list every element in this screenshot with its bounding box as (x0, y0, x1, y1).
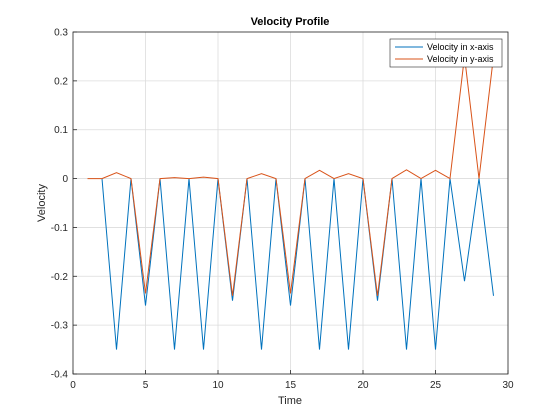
y-tick-label: -0.4 (51, 370, 69, 381)
x-tick-label: 0 (70, 380, 76, 391)
x-tick-label: 25 (430, 380, 442, 391)
y-tick-label: 0.2 (54, 76, 68, 87)
series-line-velocity-x (101, 178, 494, 350)
y-tick-label: -0.2 (51, 272, 69, 283)
x-tick-label: 20 (357, 380, 369, 391)
y-tick-label: 0 (62, 174, 68, 185)
y-tick-label: -0.1 (51, 223, 69, 234)
legend-box (389, 38, 503, 68)
x-axis-label: Time (278, 395, 302, 407)
legend: Velocity in x-axis Velocity in y-axis (389, 38, 503, 68)
chart-title: Velocity Profile (251, 16, 330, 28)
x-tick-label: 5 (143, 380, 149, 391)
ticks: 0 5 10 15 20 25 30 -0.4 -0.3 -0.2 -0.1 0 0.1 0.2 0.3 (51, 28, 514, 392)
y-axis-label: Velocity (36, 184, 48, 222)
x-tick-label: 10 (212, 380, 224, 391)
y-tick-label: 0.3 (54, 28, 68, 39)
legend-label-velocity-x: Velocity in x-axis (427, 42, 494, 52)
x-tick-label: 30 (502, 380, 514, 391)
y-tick-label: -0.3 (51, 321, 69, 332)
y-tick-label: 0.1 (54, 125, 68, 136)
x-tick-label: 15 (285, 380, 297, 391)
series-line-velocity-y (87, 56, 494, 296)
legend-label-velocity-y: Velocity in y-axis (427, 54, 494, 64)
series-layer (87, 56, 494, 350)
